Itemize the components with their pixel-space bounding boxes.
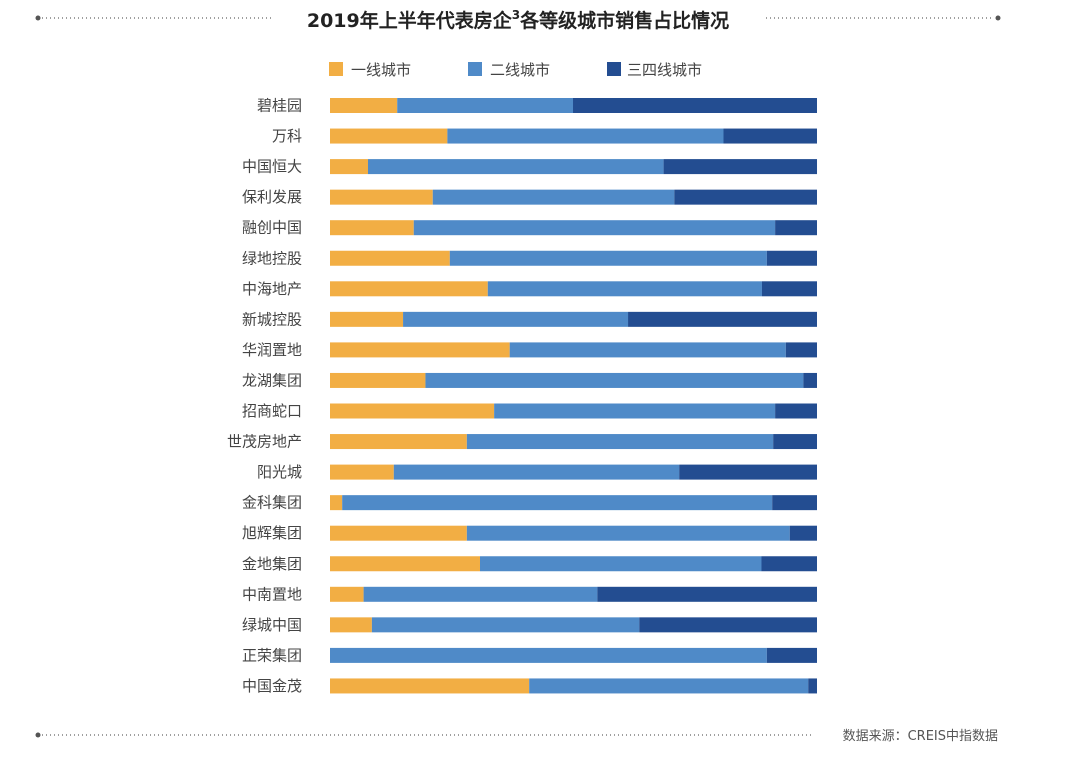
bar-segment-series-1: [330, 98, 398, 113]
legend-swatch-series-1: [329, 62, 343, 76]
category-label: 中南置地: [242, 585, 302, 603]
bar-segment-series-3: [573, 98, 817, 113]
bar-segment-series-3: [808, 678, 817, 694]
category-label: 中国金茂: [242, 677, 302, 695]
bar-segment-series-3: [775, 220, 817, 236]
bar-segment-series-1: [330, 159, 368, 175]
bar-segment-series-3: [766, 647, 817, 663]
category-label: 中国恒大: [242, 158, 302, 176]
legend-label-series-2: 二线城市: [490, 61, 550, 79]
legend: 一线城市 二线城市 三四线城市: [329, 61, 702, 79]
bar-segment-series-1: [330, 403, 495, 419]
bar-segment-series-3: [766, 250, 817, 266]
bar-segment-series-1: [330, 464, 394, 480]
bar-segment-series-3: [772, 495, 817, 511]
bar-segment-series-1: [330, 434, 467, 450]
category-label: 融创中国: [242, 219, 302, 237]
title-rule-left-dot: [35, 15, 41, 21]
category-label: 绿城中国: [242, 616, 302, 634]
bar-segment-series-2: [466, 434, 774, 450]
category-label: 华润置地: [242, 341, 302, 359]
bar-segment-series-3: [773, 434, 817, 450]
bar-segment-series-2: [447, 128, 724, 144]
bar-segment-series-1: [330, 556, 480, 572]
bar-segment-series-1: [330, 128, 448, 144]
bar-segment-series-3: [785, 342, 817, 358]
legend-label-series-3: 三四线城市: [627, 61, 702, 79]
bar-segment-series-3: [761, 556, 817, 572]
bar-segment-series-1: [330, 678, 530, 694]
bar-segment-series-1: [330, 617, 372, 633]
bar-segment-series-2: [367, 159, 664, 175]
category-label: 保利发展: [242, 188, 302, 206]
chart-title-tail: 各等级城市销售占比情况: [519, 9, 729, 32]
category-label: 旭辉集团: [242, 524, 302, 542]
legend-swatch-series-2: [468, 62, 482, 76]
category-label: 新城控股: [242, 310, 302, 328]
bar-segment-series-2: [487, 281, 762, 297]
bar-segment-series-1: [330, 220, 414, 236]
bar-segment-series-3: [723, 128, 817, 144]
category-label: 金地集团: [242, 555, 302, 573]
bar-segment-series-3: [597, 586, 817, 602]
bar-segment-series-3: [674, 189, 817, 205]
bar-segment-series-3: [789, 525, 817, 541]
bar-segment-series-3: [639, 617, 817, 633]
bar-segment-series-2: [363, 586, 598, 602]
legend-label-series-1: 一线城市: [351, 61, 411, 79]
bar-segment-series-2: [449, 250, 767, 266]
bar-segment-series-1: [330, 250, 450, 266]
title-rule-right-dot: [995, 15, 1001, 21]
bar-segment-series-3: [761, 281, 817, 297]
bar-segment-series-2: [330, 647, 767, 663]
bar-segment-series-2: [371, 617, 640, 633]
category-label: 万科: [272, 127, 302, 145]
category-label: 龙湖集团: [242, 371, 302, 389]
bar-segment-series-2: [509, 342, 786, 358]
bar-segment-series-1: [330, 372, 426, 388]
footer: 数据来源：CREIS中指数据: [35, 729, 998, 744]
plot-area: 碧桂园万科中国恒大保利发展融创中国绿地控股中海地产新城控股华润置地龙湖集团招商蛇…: [227, 97, 818, 695]
bar-segment-series-3: [775, 403, 817, 419]
bar-segment-series-2: [393, 464, 680, 480]
bar-segment-series-2: [529, 678, 809, 694]
source-note: 数据来源：CREIS中指数据: [843, 729, 998, 744]
footer-rule-dot: [35, 732, 41, 738]
bar-segment-series-2: [480, 556, 762, 572]
bar-segment-series-1: [330, 281, 488, 297]
bar-segment-series-1: [330, 189, 433, 205]
bar-segment-series-2: [432, 189, 675, 205]
category-label: 招商蛇口: [242, 402, 302, 420]
title-area: 2019年上半年代表房企3各等级城市销售占比情况: [35, 8, 1001, 32]
category-label: 阳光城: [257, 463, 302, 481]
bar-segment-series-2: [397, 98, 574, 113]
bar-segment-series-1: [330, 311, 404, 327]
chart-title-main: 2019年上半年代表房企: [307, 9, 513, 32]
category-label: 绿地控股: [242, 249, 302, 267]
category-label: 碧桂园: [257, 97, 302, 115]
bar-segment-series-1: [330, 342, 510, 358]
bar-segment-series-3: [803, 372, 817, 388]
chart-title-superscript: 3: [512, 8, 520, 22]
bar-segment-series-2: [494, 403, 776, 419]
chart-title: 2019年上半年代表房企3各等级城市销售占比情况: [307, 8, 729, 32]
bar-segment-series-2: [403, 311, 629, 327]
bar-segment-series-2: [466, 525, 790, 541]
bar-segment-series-1: [330, 495, 343, 511]
bar-segment-series-1: [330, 525, 467, 541]
bar-segment-series-2: [342, 495, 773, 511]
category-label: 世茂房地产: [227, 433, 302, 451]
legend-swatch-series-3: [607, 62, 621, 76]
bar-segment-series-3: [663, 159, 818, 175]
bar-segment-series-3: [679, 464, 817, 480]
category-label: 正荣集团: [242, 646, 302, 664]
category-label: 中海地产: [242, 280, 302, 298]
bar-segment-series-2: [425, 372, 804, 388]
bar-segment-series-1: [330, 586, 364, 602]
bar-segment-series-3: [628, 311, 817, 327]
bar-segment-series-2: [413, 220, 776, 236]
category-label: 金科集团: [242, 494, 302, 512]
